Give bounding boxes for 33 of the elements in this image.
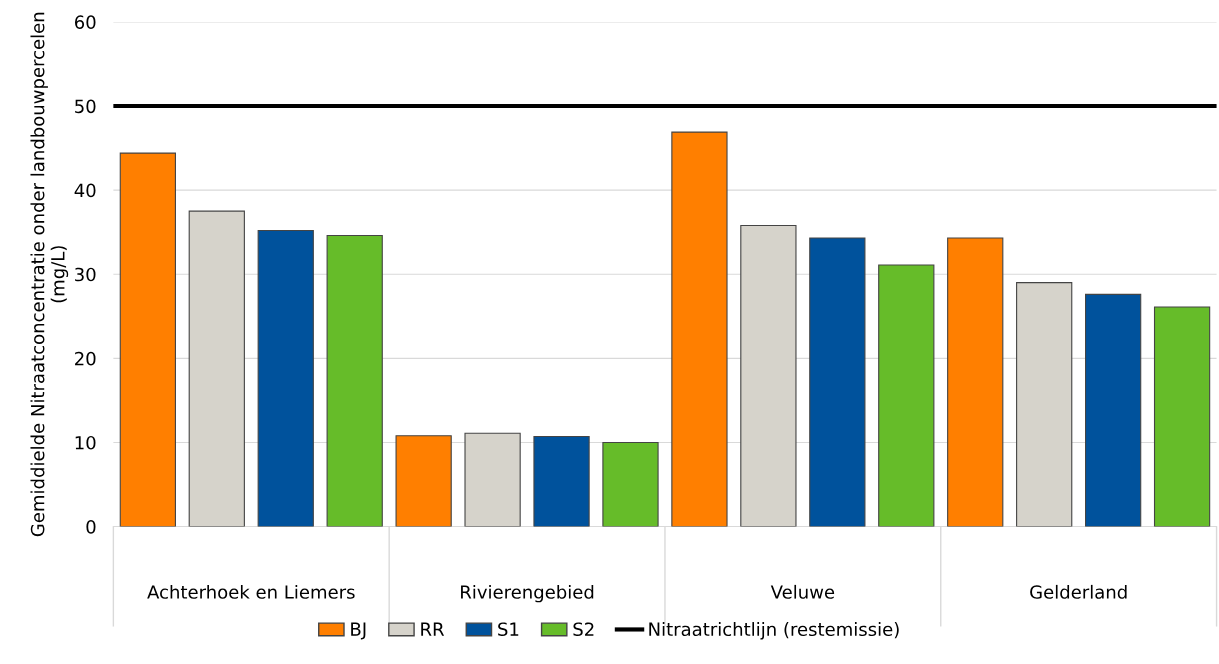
y-tick-label: 20	[75, 351, 96, 366]
bar	[740, 224, 797, 527]
y-tick-label: 0	[86, 520, 96, 534]
legend-label: Nitraatrichtlijn (restemissie)	[649, 622, 899, 640]
bar	[671, 131, 728, 527]
legend-label: S1	[498, 622, 519, 637]
y-tick-label: 40	[74, 183, 96, 198]
bar	[119, 152, 176, 527]
x-tick-label: Rivierengebied	[461, 584, 594, 603]
y-tick-label: 30	[75, 267, 96, 282]
bar	[1016, 282, 1073, 527]
legend-label: RR	[421, 622, 445, 636]
bar	[257, 229, 314, 527]
bar	[395, 435, 452, 527]
y-tick-label: 10	[75, 435, 96, 450]
x-tick-label: Gelderland	[1030, 584, 1127, 599]
bar	[878, 264, 935, 527]
y-tick-label: 50	[75, 99, 96, 114]
bar	[464, 432, 521, 527]
y-tick-label: 60	[74, 15, 96, 30]
bar	[947, 237, 1004, 527]
bar	[188, 210, 245, 527]
y-axis-title: Gemiddielde Nitraatconcentratie onder landbouwpercelen (mg/L)	[30, 12, 69, 537]
bar	[326, 234, 383, 527]
legend-label: S2	[573, 622, 594, 637]
x-tick-label: Achterhoek en Liemers	[147, 584, 355, 599]
x-tick-label: Veluwe	[770, 584, 835, 599]
bar	[602, 441, 659, 527]
bar	[1085, 293, 1142, 527]
bar	[533, 436, 590, 527]
bar	[1153, 306, 1211, 527]
bar	[809, 237, 866, 527]
legend-label: BJ	[351, 622, 366, 640]
